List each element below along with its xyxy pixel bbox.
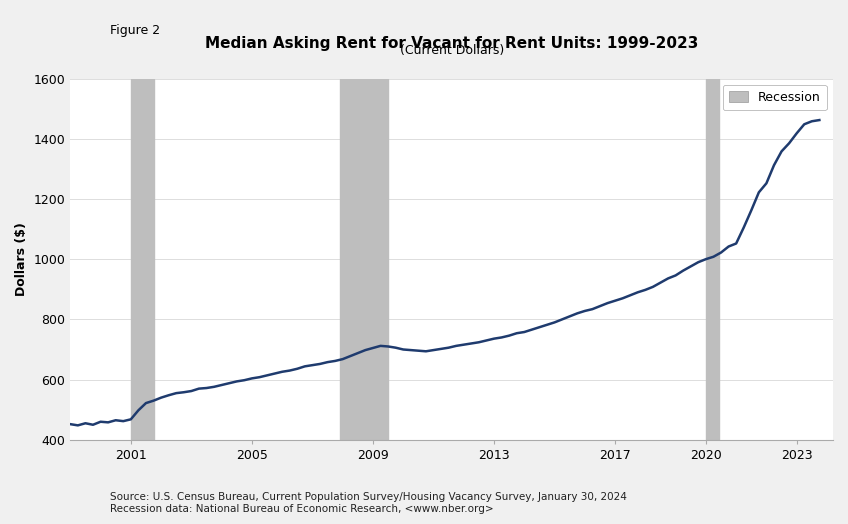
Text: (Current Dollars): (Current Dollars) [399,44,504,57]
Title: Median Asking Rent for Vacant for Rent Units: 1999-2023: Median Asking Rent for Vacant for Rent U… [205,36,699,51]
Legend: Recession: Recession [722,85,827,110]
Bar [131,79,153,440]
Bar [340,79,388,440]
Text: Source: U.S. Census Bureau, Current Population Survey/Housing Vacancy Survey, Ja: Source: U.S. Census Bureau, Current Popu… [110,492,628,514]
Bar [706,79,718,440]
Text: Figure 2: Figure 2 [110,24,160,37]
Y-axis label: Dollars ($): Dollars ($) [15,222,28,296]
